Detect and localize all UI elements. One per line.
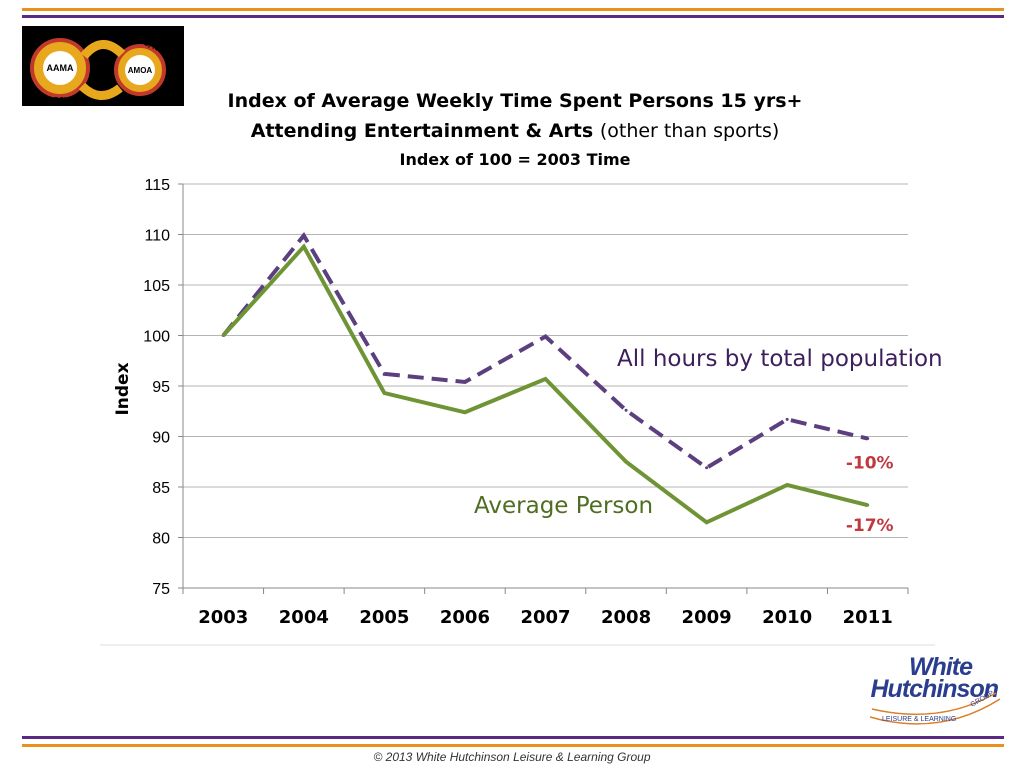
y-tick-label: 80 [152, 531, 170, 548]
data-point [382, 372, 386, 376]
logo-badge-left: AAMA [47, 63, 74, 73]
chart-title-line2-normal: (other than sports) [599, 120, 780, 142]
bottom-orange-bar [22, 744, 1004, 747]
y-tick-label: 90 [152, 430, 170, 447]
chart-subtitle: Index of 100 = 2003 Time [399, 150, 631, 169]
logo-badge-right: AMOA [128, 66, 153, 75]
y-tick-label: 75 [152, 581, 170, 598]
axis-layer: 75 80 85 90 95 100 105 110 115 2003 2004 2005 2006 20… [100, 177, 935, 646]
y-tick-label: 85 [152, 480, 170, 497]
data-point [624, 408, 628, 412]
company-name-line1: White [908, 653, 973, 681]
data-point [382, 391, 386, 395]
end-label-average-person: -17% [846, 516, 894, 536]
top-orange-bar [22, 8, 1004, 11]
series-label-all-hours: All hours by total population [617, 346, 943, 372]
series-layer [221, 231, 870, 525]
data-point [785, 483, 789, 487]
copyright-text: © 2013 White Hutchinson Leisure & Learni… [373, 750, 651, 764]
x-tick-label: 2007 [520, 607, 570, 628]
data-point [221, 334, 225, 337]
x-tick-label: 2003 [198, 607, 248, 628]
y-tick-label: 105 [143, 278, 170, 295]
y-tick-label: 100 [143, 329, 170, 346]
logo-text-bottom: MARCH 20-22 [43, 97, 89, 104]
chart-title-line2: Attending Entertainment & Arts (other th… [100, 120, 930, 142]
data-point [463, 380, 467, 384]
data-point [705, 466, 709, 470]
y-tick-label: 95 [152, 379, 170, 396]
data-point [624, 460, 628, 464]
x-tick-label: 2006 [440, 607, 490, 628]
x-tick-label: 2008 [601, 607, 651, 628]
company-name-line2: Hutchinson [870, 675, 999, 703]
data-point [785, 417, 789, 421]
label-layer: All hours by total population Average Per… [474, 346, 943, 536]
chart-title: Index of Average Weekly Time Spent Perso… [227, 90, 803, 112]
data-point [866, 503, 870, 507]
end-label-all-hours: -10% [846, 454, 894, 474]
chart-title-line2-bold: Attending Entertainment & Arts [250, 120, 594, 142]
series-label-average-person: Average Person [474, 493, 653, 519]
company-tagline-group: GROUP [970, 690, 996, 709]
conference-logo: AAMA AMOA LAS VEGAS, NV MARCH 20-22 [22, 21, 184, 106]
data-point [544, 335, 547, 339]
data-point [544, 377, 547, 381]
x-tick-label: 2011 [843, 607, 893, 628]
x-tick-label: 2010 [762, 607, 812, 628]
data-point [463, 410, 467, 414]
y-tick-label: 110 [144, 228, 170, 245]
data-point [302, 245, 306, 249]
x-tick-label: 2005 [359, 607, 409, 628]
data-point [866, 437, 870, 441]
data-point [302, 234, 306, 238]
y-axis-label: Index [113, 362, 133, 415]
series-line-average-person [221, 243, 869, 525]
y-tick-label: 115 [144, 177, 170, 194]
top-purple-bar [22, 15, 1004, 18]
x-tick-label: 2009 [682, 607, 732, 628]
data-point [705, 520, 709, 524]
bottom-purple-bar [22, 736, 1004, 739]
x-tick-label: 2004 [279, 607, 329, 628]
white-hutchinson-logo: White Hutchinson LEISURE & LEARNING GROU… [860, 655, 1010, 727]
company-tagline: LEISURE & LEARNING [882, 716, 956, 723]
